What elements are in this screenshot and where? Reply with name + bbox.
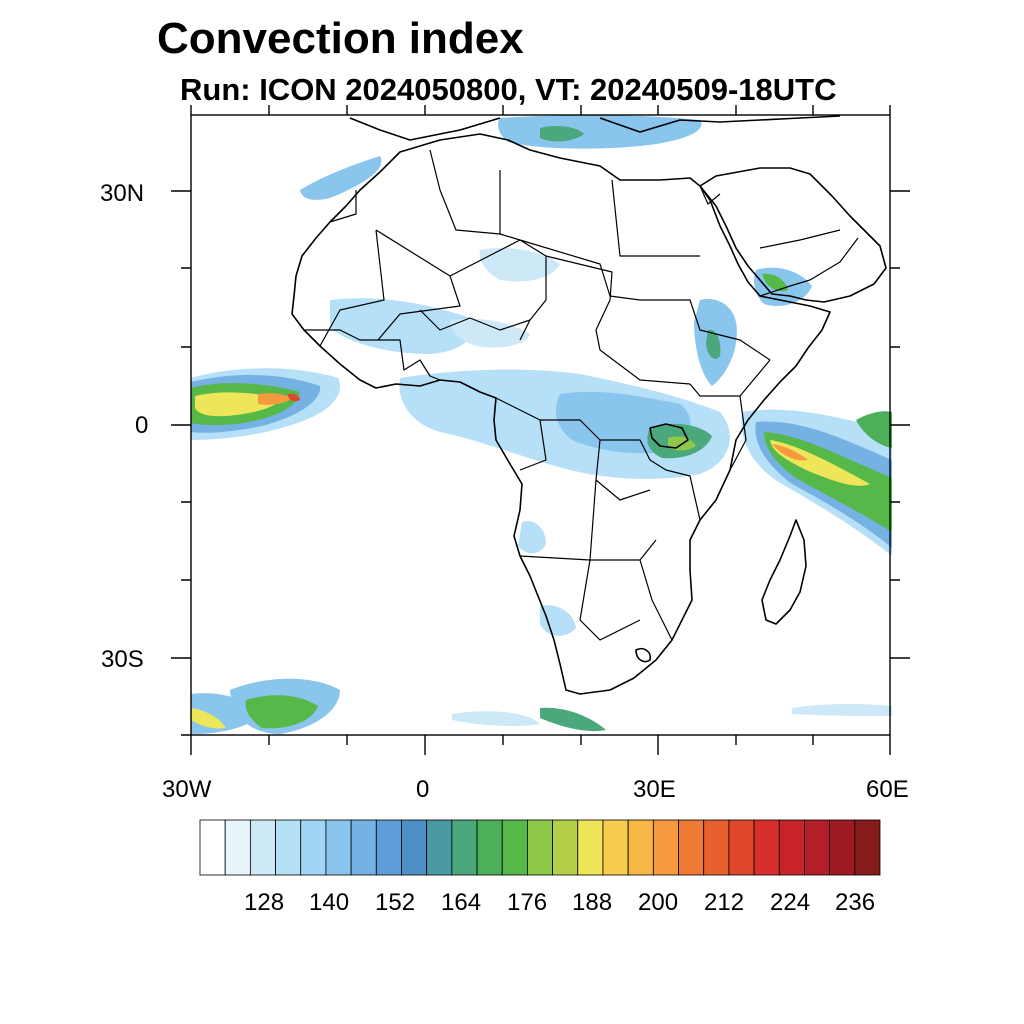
border-line <box>319 149 700 385</box>
colorbar-label: 140 <box>309 889 350 916</box>
colorbar-swatch <box>350 819 377 876</box>
colorbar-label: 152 <box>375 889 416 916</box>
colorbar-swatch <box>703 819 730 876</box>
colorbar-swatch <box>527 819 553 876</box>
convection-area <box>498 115 702 149</box>
coastlines <box>291 115 887 695</box>
colorbar-swatch <box>678 819 705 876</box>
colorbar-swatch <box>829 819 856 876</box>
lake-victoria <box>649 423 689 449</box>
colorbar-swatch <box>778 819 805 876</box>
axis-ticks <box>890 190 910 659</box>
convection-area <box>856 411 892 448</box>
madagascar-coastline <box>761 519 807 625</box>
colorbar-swatch <box>325 819 352 876</box>
colorbar-swatch <box>627 819 654 876</box>
colorbar-swatch <box>552 819 579 876</box>
convection-area <box>772 444 808 461</box>
convection-area <box>450 318 530 348</box>
colorbar-swatch <box>451 819 478 876</box>
convection-field <box>191 115 892 734</box>
colorbar-label: 128 <box>244 889 285 916</box>
convection-area <box>540 126 584 142</box>
convection-area <box>245 695 318 729</box>
axis-ticks <box>190 735 891 755</box>
colorbar-swatch <box>728 819 755 876</box>
colorbar-swatch <box>199 819 226 876</box>
lon-label-0: 0 <box>416 776 430 803</box>
map-frame <box>171 105 910 755</box>
convection-area <box>770 440 870 486</box>
colorbar-swatch <box>426 819 453 876</box>
convection-area <box>258 393 292 405</box>
colorbar-swatch <box>854 819 881 876</box>
colorbar-swatch <box>249 819 276 876</box>
lon-label-30w: 30W <box>162 776 212 803</box>
colorbar-label: 164 <box>441 889 482 916</box>
lon-label-30e: 30E <box>633 776 676 803</box>
border-line <box>699 185 859 297</box>
colorbar-label: 212 <box>704 889 745 916</box>
convection-area <box>706 329 721 359</box>
colorbar-swatch <box>602 819 629 876</box>
convection-area <box>479 247 560 282</box>
colorbar-swatch <box>375 819 402 876</box>
colorbar-swatch <box>476 819 503 876</box>
colorbar <box>199 819 881 876</box>
map-title: Convection index <box>157 14 524 63</box>
border-line <box>495 295 771 641</box>
convection-area <box>762 273 788 292</box>
colorbar-swatch <box>275 819 302 876</box>
colorbar-label: 176 <box>507 889 548 916</box>
europe-coastline <box>349 115 841 141</box>
africa-coastline <box>291 133 831 695</box>
axis-ticks <box>190 105 891 115</box>
lon-label-60e: 60E <box>866 776 909 803</box>
colorbar-label: 200 <box>638 889 679 916</box>
colorbar-label: 224 <box>770 889 811 916</box>
convection-area <box>518 521 546 554</box>
lat-label-30n: 30N <box>100 180 145 207</box>
colorbar-label: 236 <box>835 889 876 916</box>
convection-area <box>452 711 540 727</box>
convection-area <box>792 704 892 716</box>
lat-label-30s: 30S <box>101 646 144 673</box>
colorbar-swatch <box>804 819 831 876</box>
border-line <box>304 190 441 381</box>
arabia-coastline <box>699 167 887 303</box>
colorbar-swatch <box>501 819 528 876</box>
colorbar-label: 188 <box>572 889 613 916</box>
axis-ticks <box>171 190 191 736</box>
colorbar-swatch <box>401 819 428 876</box>
convection-area <box>191 708 226 729</box>
map-subtitle: Run: ICON 2024050800, VT: 20240509-18UTC <box>180 72 837 107</box>
colorbar-swatch <box>753 819 780 876</box>
lat-label-0: 0 <box>135 412 149 439</box>
colorbar-swatch <box>652 819 679 876</box>
colorbar-swatch <box>224 819 251 876</box>
colorbar-swatch <box>577 819 604 876</box>
colorbar-swatch <box>300 819 327 876</box>
country-borders <box>304 149 859 641</box>
convection-area <box>288 393 300 402</box>
convection-area <box>300 156 382 200</box>
lake <box>635 647 652 663</box>
convection-area <box>540 605 576 636</box>
convection-area <box>540 707 606 732</box>
